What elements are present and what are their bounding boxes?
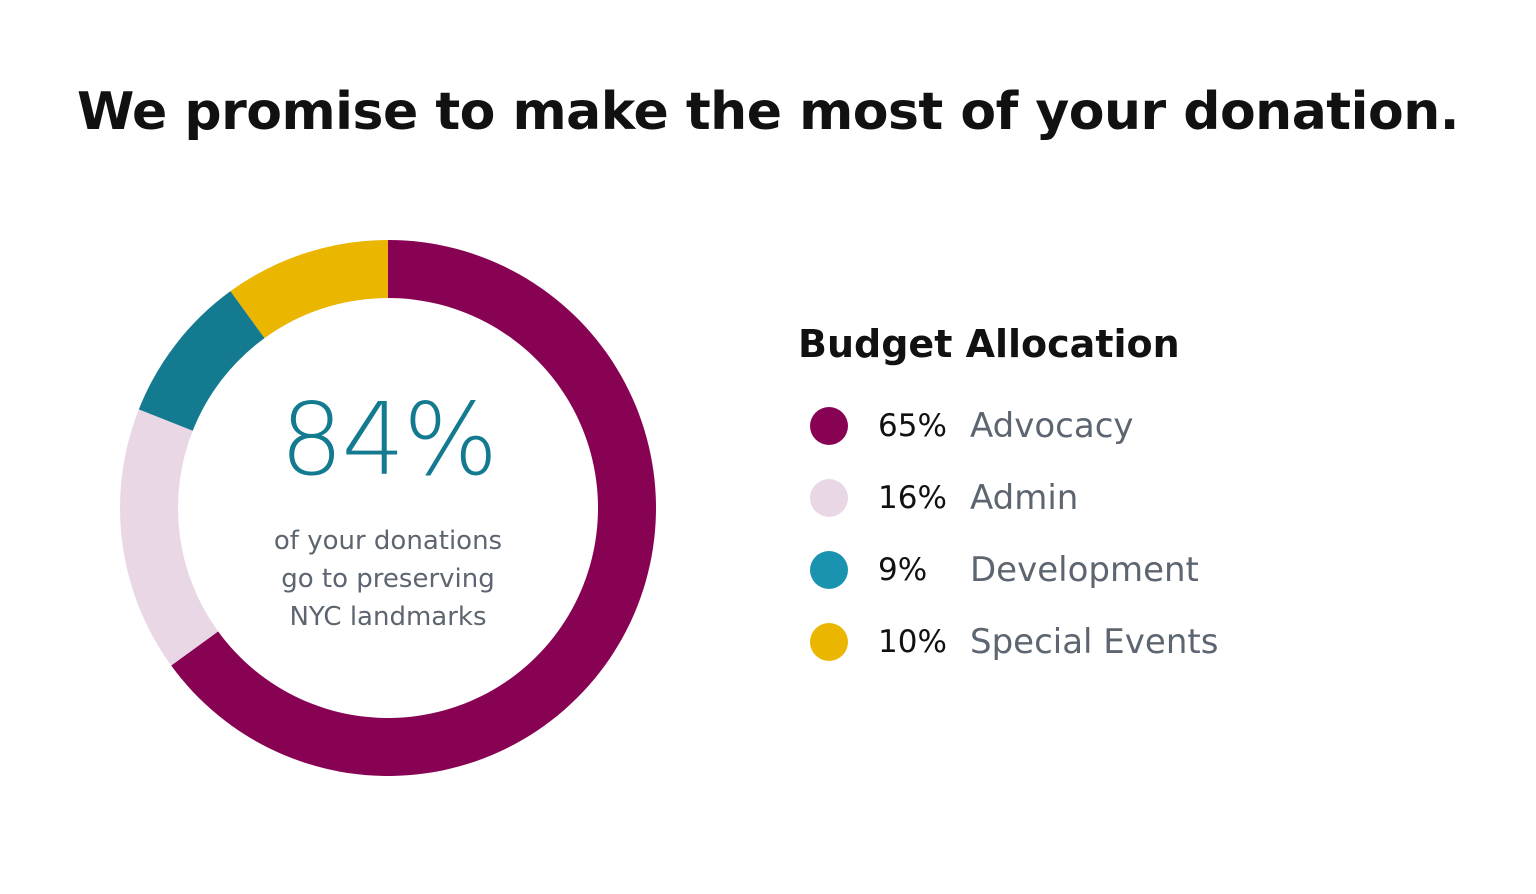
legend-percent: 10% — [878, 624, 947, 660]
legend-item-development: 9% Development — [798, 534, 1218, 606]
center-caption: of your donations go to preserving NYC l… — [238, 522, 538, 636]
legend-percent: 65% — [878, 408, 947, 444]
legend-item-admin: 16% Admin — [798, 462, 1218, 534]
legend-label: Special Events — [970, 622, 1219, 662]
legend-label: Advocacy — [970, 406, 1134, 446]
legend-percent: 9% — [878, 552, 928, 588]
legend: Budget Allocation 65% Advocacy 16% Admin… — [798, 322, 1218, 678]
legend-label: Admin — [970, 478, 1079, 518]
legend-label: Development — [970, 550, 1199, 590]
center-percent: 84% — [279, 381, 498, 498]
legend-swatch — [810, 551, 848, 589]
legend-swatch — [810, 479, 848, 517]
donut-chart — [110, 230, 666, 786]
donut-slice-admin — [119, 409, 219, 666]
legend-swatch — [810, 407, 848, 445]
donut-slice-special-events — [230, 240, 388, 339]
center-caption-line-3: NYC landmarks — [289, 602, 487, 632]
legend-swatch — [810, 623, 848, 661]
center-caption-line-1: of your donations — [273, 526, 503, 556]
legend-item-special-events: 10% Special Events — [798, 606, 1218, 678]
legend-item-advocacy: 65% Advocacy — [798, 390, 1218, 462]
center-caption-line-2: go to preserving — [281, 564, 495, 594]
legend-title: Budget Allocation — [798, 322, 1180, 366]
legend-percent: 16% — [878, 480, 947, 516]
headline: We promise to make the most of your dona… — [77, 82, 1459, 142]
donut-slice-development — [138, 291, 265, 431]
donut-svg — [119, 240, 656, 777]
